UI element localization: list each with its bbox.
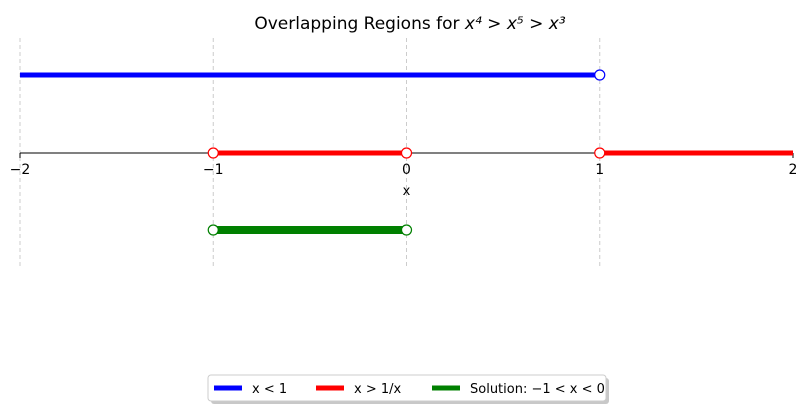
legend: x < 1 x > 1/x Solution: −1 < x < 0	[207, 374, 609, 404]
x-axis-label: x	[403, 184, 411, 199]
x-tick-label: 2	[789, 162, 798, 178]
open-endpoint	[207, 147, 219, 159]
legend-label: Solution: −1 < x < 0	[470, 382, 605, 397]
legend-label: x > 1/x	[354, 382, 402, 397]
x-tick-label: 0	[402, 162, 411, 178]
open-endpoint	[207, 224, 219, 236]
legend-box	[207, 374, 607, 402]
x-tick-label: −1	[203, 162, 224, 178]
open-endpoint	[400, 147, 413, 159]
legend-label: x < 1	[252, 382, 287, 397]
open-endpoint	[594, 69, 606, 81]
x-tick-label: 1	[595, 162, 604, 178]
chart-title-math: x⁴ > x⁵ > x³	[464, 14, 566, 34]
chart-title: Overlapping Regions for x⁴ > x⁵ > x³	[254, 14, 565, 34]
open-endpoint	[594, 147, 606, 159]
chart-title-prefix: Overlapping Regions for	[254, 14, 465, 34]
series-group	[20, 69, 793, 236]
open-endpoint	[400, 224, 413, 236]
x-tick-label: −2	[10, 162, 31, 178]
